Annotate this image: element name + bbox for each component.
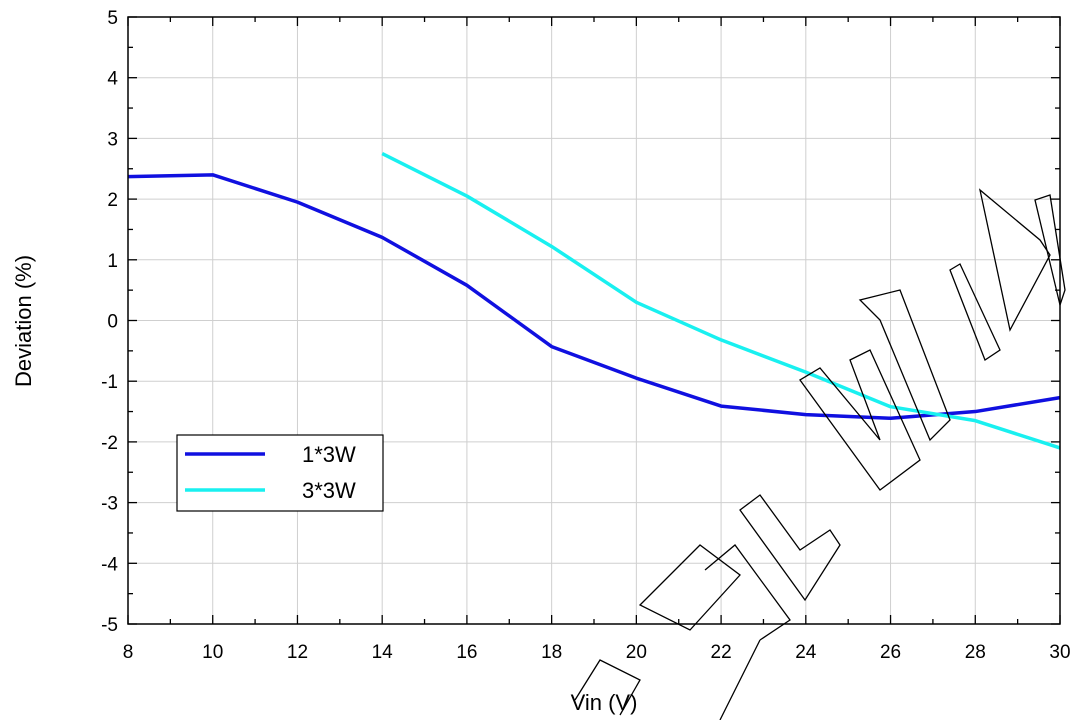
- x-tick-label: 18: [541, 642, 562, 663]
- legend-label-3x3w: 3*3W: [302, 478, 356, 503]
- x-tick-label: 10: [202, 642, 223, 663]
- series-lines: [127, 152, 1061, 450]
- series-line-1x3w: [127, 173, 1061, 420]
- axis-ticks: [127, 16, 1061, 625]
- x-tick-label: 8: [123, 642, 134, 663]
- y-tick-labels: 5 4 3 2 1 0 -1 -2 -3 -4 -5: [101, 8, 118, 636]
- y-tick-label: 0: [107, 312, 118, 333]
- x-tick-label: 28: [965, 642, 986, 663]
- y-tick-label: -3: [101, 494, 118, 515]
- x-tick-label: 30: [1049, 642, 1070, 663]
- x-tick-label: 20: [626, 642, 647, 663]
- legend: 1*3W 3*3W: [176, 434, 384, 512]
- y-tick-label: -4: [101, 554, 118, 575]
- x-tick-label: 24: [795, 642, 817, 663]
- y-tick-label: -1: [101, 372, 118, 393]
- watermark-confidential: [574, 188, 1066, 720]
- x-tick-label: 22: [711, 642, 732, 663]
- legend-box: [176, 434, 384, 512]
- grid-lines: [127, 16, 1061, 625]
- x-tick-label: 14: [372, 642, 394, 663]
- y-tick-label: -2: [101, 433, 118, 454]
- y-tick-label: 5: [107, 8, 118, 29]
- y-tick-label: 4: [107, 69, 118, 90]
- y-tick-label: 2: [107, 190, 118, 211]
- x-axis-title: Vin (V): [571, 690, 638, 715]
- legend-label-1x3w: 1*3W: [302, 442, 356, 467]
- x-tick-labels: 8 10 12 14 16 18 20 22 24 26 28 30: [123, 642, 1071, 663]
- x-tick-label: 16: [456, 642, 477, 663]
- y-tick-label: 3: [107, 129, 118, 150]
- x-tick-label: 26: [880, 642, 901, 663]
- y-tick-label: 1: [107, 251, 118, 272]
- x-tick-label: 12: [287, 642, 308, 663]
- y-axis-title: Deviation (%): [11, 255, 36, 387]
- series-line-3x3w: [381, 152, 1061, 450]
- y-tick-label: -5: [101, 615, 118, 636]
